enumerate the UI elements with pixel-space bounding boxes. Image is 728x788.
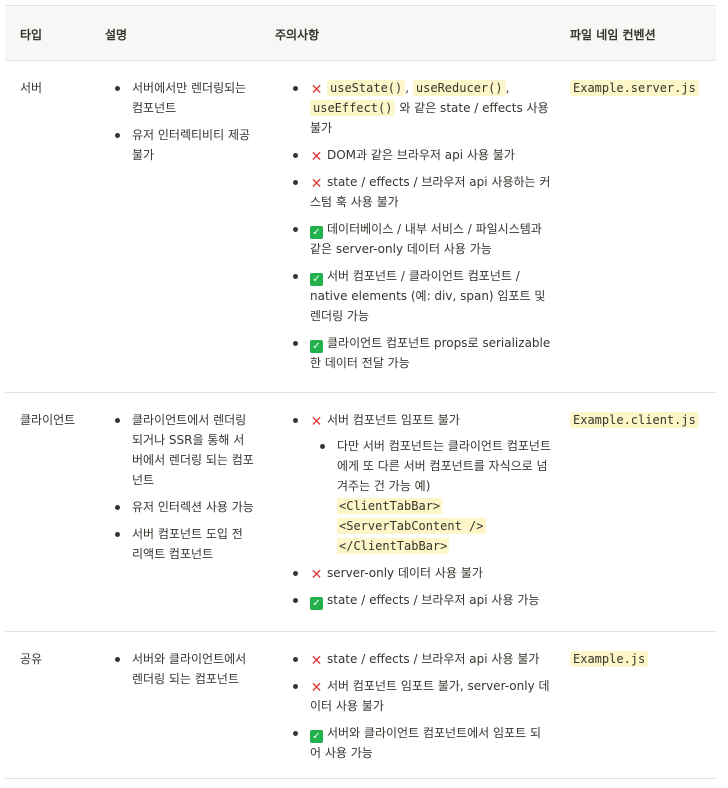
caution-text: 서버 컴포넌트 임포트 불가	[327, 413, 460, 427]
check-icon: ✓	[310, 730, 323, 743]
list-item: ✓ 서버와 클라이언트 컴포넌트에서 임포트 되어 사용 가능	[283, 723, 551, 763]
caution-text: 클라이언트 컴포넌트 props로 serializable한 데이터 전달 가…	[310, 336, 551, 370]
list-item: 유저 인터렉티비티 제공 불가	[105, 125, 255, 165]
list-item: 클라이언트에서 렌더링 되거나 SSR을 통해 서버에서 렌더링 되는 컴포넌트	[105, 410, 255, 490]
caution-list: ✕ useState(), useReducer(), useEffect() 와…	[283, 78, 551, 380]
sub-text: 다만 서버 컴포넌트는 클라이언트 컴포넌트에게 또 다른 서버 컴포넌트를 자…	[337, 439, 551, 493]
caution-list: ✕ 서버 컴포넌트 임포트 불가 다만 서버 컴포넌트는 클라이언트 컴포넌트에게…	[283, 410, 551, 617]
caution-text: 서버 컴포넌트 / 클라이언트 컴포넌트 / native elements (…	[310, 269, 546, 323]
desc-list: 서버에서만 렌더링되는 컴포넌트 유저 인터렉티비티 제공 불가	[105, 78, 255, 172]
caution-text: 서버 컴포넌트 임포트 불가, server-only 데이터 사용 불가	[310, 679, 550, 713]
table-header: 타입 설명 주의사항 파일 네임 컨벤션	[5, 5, 716, 61]
list-item: ✕ 서버 컴포넌트 임포트 불가 다만 서버 컴포넌트는 클라이언트 컴포넌트에게…	[283, 410, 551, 556]
list-item: ✕ 서버 컴포넌트 임포트 불가, server-only 데이터 사용 불가	[283, 676, 551, 716]
caution-text: 서버와 클라이언트 컴포넌트에서 임포트 되어 사용 가능	[310, 726, 541, 760]
list-item: ✕ state / effects / 브라우저 api 사용 불가	[283, 649, 551, 669]
filename-code: Example.client.js	[570, 412, 699, 428]
cross-icon: ✕	[310, 653, 323, 669]
list-item: 서버 컴포넌트 도입 전 리액트 컴포넌트	[105, 524, 255, 564]
list-item: 유저 인터렉션 사용 가능	[105, 497, 255, 517]
code-line: <ServerTabContent />	[337, 518, 486, 534]
type-cell: 서버	[20, 81, 43, 95]
list-item: 서버에서만 렌더링되는 컴포넌트	[105, 78, 255, 118]
cross-icon: ✕	[310, 149, 323, 165]
naming-cell: Example.server.js	[570, 78, 699, 98]
check-icon: ✓	[310, 273, 323, 286]
caution-text: server-only 데이터 사용 불가	[327, 566, 483, 580]
caution-text: DOM과 같은 브라우저 api 사용 불가	[327, 148, 515, 162]
cross-icon: ✕	[310, 176, 323, 192]
filename-code: Example.js	[570, 651, 649, 667]
list-item: ✓ state / effects / 브라우저 api 사용 가능	[283, 590, 551, 610]
list-item: ✕ useState(), useReducer(), useEffect() 와…	[283, 78, 551, 138]
table-row-shared: 공유 서버와 클라이언트에서 렌더링 되는 컴포넌트 ✕ state / effe…	[5, 632, 716, 779]
naming-cell: Example.js	[570, 649, 649, 669]
list-item: ✓ 클라이언트 컴포넌트 props로 serializable한 데이터 전달 …	[283, 333, 551, 373]
code-line: <ClientTabBar>	[337, 498, 443, 514]
check-icon: ✓	[310, 597, 323, 610]
list-item: 다만 서버 컴포넌트는 클라이언트 컴포넌트에게 또 다른 서버 컴포넌트를 자…	[310, 436, 551, 556]
list-item: ✕ DOM과 같은 브라우저 api 사용 불가	[283, 145, 551, 165]
type-cell: 공유	[20, 652, 43, 666]
convention-table: 타입 설명 주의사항 파일 네임 컨벤션 서버 서버에서만 렌더링되는 컴포넌트…	[5, 5, 716, 779]
header-caution: 주의사항	[275, 28, 320, 42]
type-cell: 클라이언트	[20, 413, 76, 427]
cross-icon: ✕	[310, 567, 323, 583]
sub-list: 다만 서버 컴포넌트는 클라이언트 컴포넌트에게 또 다른 서버 컴포넌트를 자…	[310, 436, 551, 556]
table-row-client: 클라이언트 클라이언트에서 렌더링 되거나 SSR을 통해 서버에서 렌더링 되…	[5, 393, 716, 632]
caution-text: state / effects / 브라우저 api 사용 불가	[327, 652, 540, 666]
caution-text: state / effects / 브라우저 api 사용하는 커스텀 훅 사용…	[310, 175, 551, 209]
caution-list: ✕ state / effects / 브라우저 api 사용 불가 ✕ 서버 컴포…	[283, 649, 551, 770]
header-type: 타입	[20, 28, 43, 42]
list-item: 서버와 클라이언트에서 렌더링 되는 컴포넌트	[105, 649, 255, 689]
caution-text: 와 같은 state / effects 사용 불가	[310, 101, 549, 135]
code-line: </ClientTabBar>	[337, 538, 450, 554]
list-item: ✓ 서버 컴포넌트 / 클라이언트 컴포넌트 / native elements …	[283, 266, 551, 326]
desc-list: 서버와 클라이언트에서 렌더링 되는 컴포넌트	[105, 649, 255, 696]
header-desc: 설명	[105, 28, 128, 42]
list-item: ✓ 데이터베이스 / 내부 서비스 / 파일시스템과 같은 server-only…	[283, 219, 551, 259]
list-item: ✕ server-only 데이터 사용 불가	[283, 563, 551, 583]
check-icon: ✓	[310, 226, 323, 239]
caution-text: state / effects / 브라우저 api 사용 가능	[327, 593, 540, 607]
naming-cell: Example.client.js	[570, 410, 699, 430]
list-item: ✕ state / effects / 브라우저 api 사용하는 커스텀 훅 사…	[283, 172, 551, 212]
header-naming: 파일 네임 컨벤션	[570, 28, 656, 42]
inline-code: useEffect()	[310, 100, 396, 116]
desc-list: 클라이언트에서 렌더링 되거나 SSR을 통해 서버에서 렌더링 되는 컴포넌트…	[105, 410, 255, 571]
inline-code: useState()	[327, 80, 406, 96]
check-icon: ✓	[310, 340, 323, 353]
inline-code: useReducer()	[412, 80, 506, 96]
cross-icon: ✕	[310, 680, 323, 696]
cross-icon: ✕	[310, 82, 323, 98]
caution-text: 데이터베이스 / 내부 서비스 / 파일시스템과 같은 server-only …	[310, 222, 542, 256]
table-row-server: 서버 서버에서만 렌더링되는 컴포넌트 유저 인터렉티비티 제공 불가 ✕ use…	[5, 61, 716, 393]
cross-icon: ✕	[310, 414, 323, 430]
code-block: <ClientTabBar> <ServerTabContent /> </Cl…	[337, 496, 551, 556]
filename-code: Example.server.js	[570, 80, 699, 96]
